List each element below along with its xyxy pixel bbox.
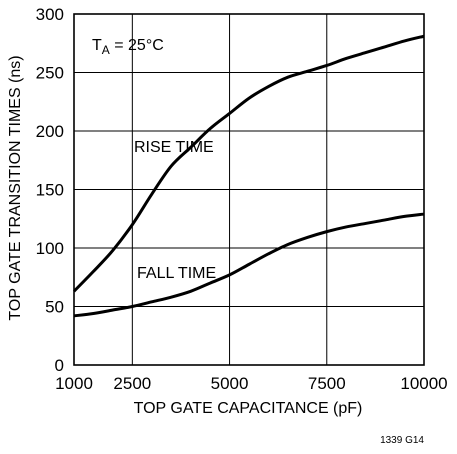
x-tick-label: 5000 xyxy=(211,374,249,393)
condition-subscript: A xyxy=(102,43,110,57)
grid xyxy=(74,14,424,365)
y-tick-label: 150 xyxy=(36,181,64,200)
y-axis-label: TOP GATE TRANSITION TIMES (ns) xyxy=(7,55,24,320)
x-tick-label: 7500 xyxy=(308,374,346,393)
y-tick-label: 200 xyxy=(36,122,64,141)
y-tick-label: 50 xyxy=(45,298,64,317)
y-tick-label: 250 xyxy=(36,64,64,83)
condition-prefix: T xyxy=(92,37,102,54)
x-tick-label: 1000 xyxy=(55,374,93,393)
x-tick-label: 2500 xyxy=(113,374,151,393)
tick-labels: 1000 2500 5000 7500 10000 0 50 100 150 200 250 300 xyxy=(36,5,448,393)
temperature-condition: TA = 25°C xyxy=(92,37,164,57)
plot-frame xyxy=(73,13,425,366)
series-label-rise-time: RISE TIME xyxy=(134,139,214,156)
y-tick-label: 300 xyxy=(36,5,64,24)
curves xyxy=(72,34,425,318)
y-tick-label: 0 xyxy=(55,356,64,375)
fall-time-curve xyxy=(73,212,425,318)
x-axis-label: TOP GATE CAPACITANCE (pF) xyxy=(134,400,363,417)
figure-code: 1339 G14 xyxy=(380,435,424,446)
rise-time-curve xyxy=(72,34,425,293)
condition-value: = 25°C xyxy=(110,37,164,54)
series-label-fall-time: FALL TIME xyxy=(137,265,216,282)
y-tick-label: 100 xyxy=(36,239,64,258)
x-tick-label: 10000 xyxy=(400,374,447,393)
